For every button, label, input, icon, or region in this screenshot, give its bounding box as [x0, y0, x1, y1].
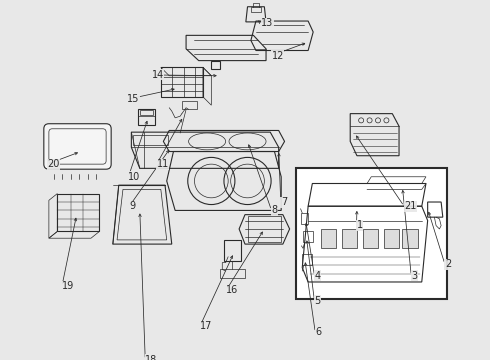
FancyBboxPatch shape	[44, 124, 111, 169]
Bar	[133, 135, 169, 145]
Polygon shape	[321, 229, 336, 248]
Text: 9: 9	[129, 201, 135, 211]
Text: 10: 10	[128, 172, 141, 182]
Text: 11: 11	[157, 159, 169, 169]
Polygon shape	[342, 229, 357, 248]
Bar	[295, 168, 447, 299]
Text: 13: 13	[261, 18, 273, 28]
Text: 15: 15	[127, 94, 140, 104]
Text: 20: 20	[47, 159, 60, 169]
Text: 17: 17	[200, 321, 212, 331]
Text: 5: 5	[315, 296, 320, 306]
Polygon shape	[402, 229, 417, 248]
Text: 14: 14	[151, 70, 164, 80]
Polygon shape	[363, 229, 378, 248]
Text: 21: 21	[404, 201, 416, 211]
Text: 3: 3	[411, 271, 417, 281]
Text: 7: 7	[281, 197, 287, 207]
Text: 19: 19	[62, 281, 74, 291]
Text: 6: 6	[315, 328, 321, 337]
Text: 8: 8	[271, 206, 278, 215]
Text: 2: 2	[445, 259, 451, 269]
Text: 4: 4	[315, 271, 320, 281]
Text: 1: 1	[357, 220, 363, 230]
Text: 16: 16	[226, 285, 238, 296]
Polygon shape	[384, 229, 399, 248]
Text: 12: 12	[271, 50, 284, 60]
Text: 18: 18	[145, 355, 157, 360]
